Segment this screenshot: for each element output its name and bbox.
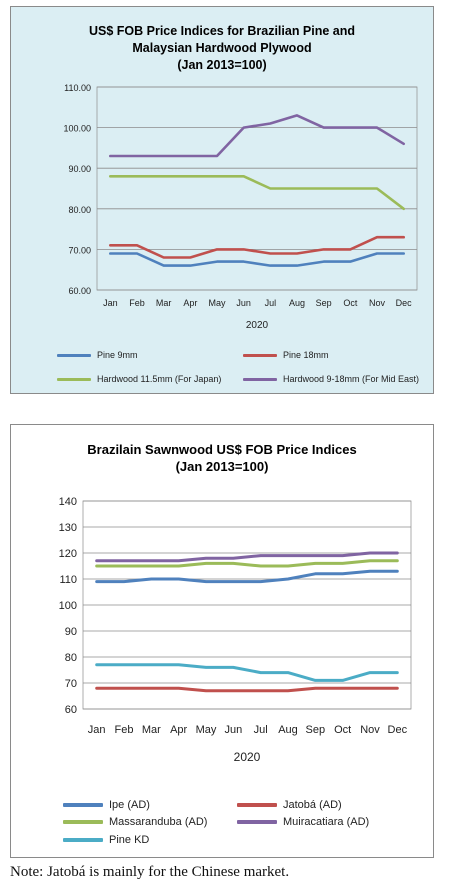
sawnwood-x-tick-label: Aug: [278, 724, 298, 736]
sawnwood-x-tick-label: Feb: [115, 724, 134, 736]
legend-item: Jatobá (AD): [237, 799, 342, 811]
legend-label: Hardwood 9-18mm (For Mid East): [283, 374, 420, 384]
legend-label: Hardwood 11.5mm (For Japan): [97, 374, 222, 384]
legend-item: Ipe (AD): [63, 799, 150, 811]
legend-label: Pine 9mm: [97, 350, 138, 360]
sawnwood-y-tick-label: 130: [59, 522, 77, 534]
sawnwood-x-tick-label: Sep: [306, 724, 326, 736]
sawnwood-y-tick-label: 100: [59, 600, 77, 612]
legend-label: Ipe (AD): [109, 799, 150, 811]
plywood-y-tick-label: 70.00: [68, 245, 91, 255]
plywood-x-tick-label: Dec: [396, 298, 413, 308]
sawnwood-x-tick-label: Jul: [254, 724, 268, 736]
plywood-x-tick-label: Jan: [103, 298, 118, 308]
sawnwood-series-line-5: [95, 663, 399, 682]
sawnwood-y-tick-label: 110: [59, 574, 77, 586]
sawnwood-x-tick-label: Jun: [224, 724, 242, 736]
sawnwood-series-line-3: [95, 559, 399, 568]
legend-swatch: [63, 838, 103, 842]
sawnwood-series-line-4: [95, 551, 399, 563]
legend-swatch: [243, 353, 277, 357]
plywood-x-tick-label: Sep: [316, 298, 332, 308]
sawnwood-title-line-2: (Jan 2013=100): [175, 459, 269, 474]
plywood-y-tick-label: 60.00: [68, 286, 91, 296]
sawnwood-y-tick-label: 140: [59, 496, 77, 508]
sawnwood-x-tick-label: Dec: [388, 724, 408, 736]
sawnwood-x-tick-label: Nov: [360, 724, 380, 736]
plywood-x-tick-label: Jul: [265, 298, 277, 308]
sawnwood-y-tick-label: 80: [65, 652, 77, 664]
legend-label: Massaranduba (AD): [109, 816, 208, 828]
plywood-line-chart: 60.00 70.00 80.00 90.00 100.00 110.00 Jan Feb Ma…: [63, 83, 418, 331]
plywood-x-tick-label: Aug: [289, 298, 305, 308]
plywood-series-line-1: [109, 252, 406, 267]
legend-label: Muiracatiara (AD): [283, 816, 370, 828]
plywood-series-line-2: [109, 235, 406, 259]
plywood-x-axis-label: 2020: [246, 320, 269, 331]
plywood-x-tick-label: Nov: [369, 298, 386, 308]
sawnwood-x-tick-label: Jan: [88, 724, 106, 736]
plywood-x-tick-label: Jun: [236, 298, 251, 308]
sawnwood-chart-title: Brazilain Sawnwood US$ FOB Price Indices…: [11, 441, 433, 475]
footnote: Note: Jatobá is mainly for the Chinese m…: [10, 864, 290, 880]
sawnwood-x-tick-label: Oct: [334, 724, 351, 736]
legend-label: Pine KD: [109, 834, 150, 846]
plywood-x-tick-label: Oct: [343, 298, 358, 308]
plywood-chart-panel: US$ FOB Price Indices for Brazilian Pine…: [10, 6, 434, 394]
legend-item: Hardwood 9-18mm (For Mid East): [243, 374, 419, 384]
sawnwood-x-tick-label: Apr: [170, 724, 187, 736]
legend-swatch: [63, 820, 103, 824]
sawnwood-title-line-1: Brazilain Sawnwood US$ FOB Price Indices: [87, 442, 357, 457]
sawnwood-y-tick-label: 70: [65, 678, 77, 690]
sawnwood-x-axis-label: 2020: [234, 750, 261, 764]
legend-label: Pine 18mm: [283, 350, 329, 360]
sawnwood-x-tick-label: Mar: [142, 724, 161, 736]
plywood-title-line-1: US$ FOB Price Indices for Brazilian Pine…: [88, 24, 356, 38]
plywood-series-line-3: [109, 175, 406, 211]
legend-item: Pine 9mm: [57, 350, 138, 360]
legend-swatch: [237, 820, 277, 824]
sawnwood-series-line-1: [95, 569, 399, 584]
plywood-chart-title: US$ FOB Price Indices for Brazilian Pine…: [11, 23, 433, 74]
sawnwood-y-tick-label: 90: [65, 626, 77, 638]
legend-swatch: [243, 377, 277, 381]
sawnwood-series-line-2: [95, 686, 399, 693]
plywood-x-tick-label: Feb: [129, 298, 145, 308]
plywood-x-tick-label: May: [208, 298, 226, 308]
plywood-y-tick-label: 80.00: [68, 205, 91, 215]
sawnwood-y-tick-label: 120: [59, 548, 77, 560]
legend-swatch: [57, 377, 91, 381]
legend-swatch: [57, 353, 91, 357]
legend-item: Massaranduba (AD): [63, 816, 207, 828]
plywood-y-tick-label: 90.00: [68, 164, 91, 174]
plywood-x-tick-label: Mar: [156, 298, 172, 308]
legend-item: Pine KD: [63, 834, 149, 846]
plywood-title-line-3: (Jan 2013=100): [177, 58, 267, 72]
sawnwood-x-tick-label: May: [196, 724, 217, 736]
legend-item: Pine 18mm: [243, 350, 329, 360]
legend-swatch: [63, 803, 103, 807]
plywood-title-line-2: Malaysian Hardwood Plywood: [132, 41, 312, 55]
legend-swatch: [237, 803, 277, 807]
legend-item: Muiracatiara (AD): [237, 816, 369, 828]
sawnwood-chart-panel: Brazilain Sawnwood US$ FOB Price Indices…: [10, 424, 434, 858]
plywood-y-tick-label: 110.00: [64, 83, 91, 93]
sawnwood-y-tick-label: 60: [65, 704, 77, 716]
plywood-y-tick-label: 100.00: [63, 124, 91, 134]
legend-item: Hardwood 11.5mm (For Japan): [57, 374, 221, 384]
legend-label: Jatobá (AD): [283, 799, 342, 811]
sawnwood-line-chart: 60 70 80 90 100 110 120 130 140 Jan Feb Mar Apr May Ju…: [59, 496, 412, 764]
plywood-x-tick-label: Apr: [183, 298, 197, 308]
plywood-series-line-4: [109, 114, 406, 158]
